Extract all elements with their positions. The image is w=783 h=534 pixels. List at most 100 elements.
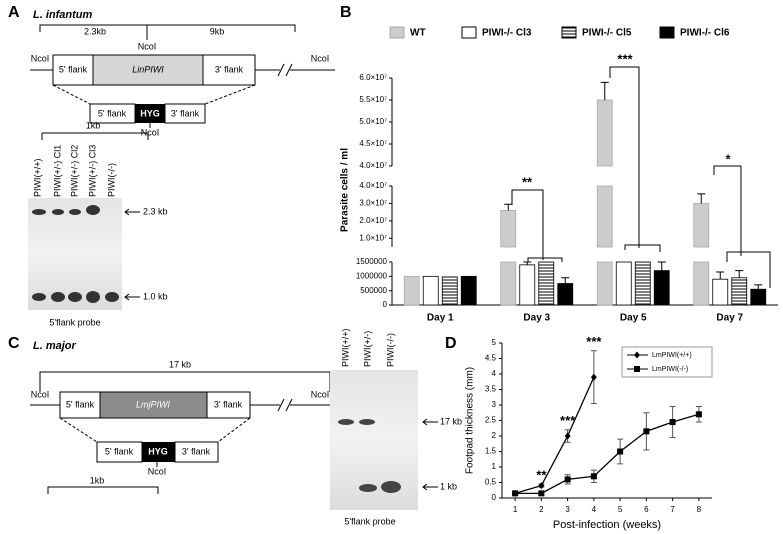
y-tick-label: 1500000	[356, 257, 388, 266]
significance: *	[725, 151, 731, 166]
flank-box	[206, 391, 251, 419]
lane-label: PIWI(+/-) Cl3	[87, 145, 97, 197]
x-axis-title: Post-infection (weeks)	[553, 519, 661, 531]
y-tick-label: 2	[492, 431, 497, 440]
site-label: NcoI	[311, 53, 330, 63]
legend-label: PIWI-/- Cl6	[680, 28, 730, 39]
bar	[693, 261, 710, 306]
marker	[512, 490, 519, 497]
bar	[615, 261, 632, 306]
flank-box	[164, 103, 206, 124]
y-tick-label: 5.5×10⁷	[359, 95, 387, 104]
size-label: 17 kb	[169, 359, 191, 369]
x-tick-label: 6	[644, 505, 649, 514]
error-bar	[754, 284, 763, 290]
y-tick-label: 4.5	[485, 354, 497, 363]
series-line	[514, 376, 595, 494]
lane-label: PIWI(+/-) Cl1	[52, 145, 62, 197]
marker	[634, 351, 640, 359]
x-tick-label: 1	[513, 505, 518, 514]
significance: **	[522, 174, 533, 189]
bands	[338, 419, 401, 493]
bar	[460, 275, 477, 306]
site-label: NcoI	[138, 41, 157, 51]
sig-bracket	[609, 66, 661, 252]
bar	[731, 277, 748, 306]
site-label: NcoI	[311, 389, 330, 399]
x-tick-label: 8	[697, 505, 702, 514]
error-bar	[657, 261, 666, 271]
legend-swatch	[389, 26, 405, 39]
y-tick-label: 2.0×10⁷	[359, 216, 387, 225]
y-tick-label: 1	[492, 462, 497, 471]
gene-box	[92, 54, 204, 86]
site-label: NcoI	[141, 127, 160, 137]
y-tick-label: 1000000	[356, 271, 388, 280]
error-bar	[716, 271, 725, 280]
significance: ***	[560, 413, 576, 428]
significance: **	[536, 467, 547, 482]
size-label: 9kb	[210, 26, 225, 36]
blot	[28, 198, 122, 310]
band-label: 17 kb	[440, 416, 462, 426]
marker	[538, 490, 545, 497]
panel-a: A L. infantum 2.3kb 9kb NcoI NcoI NcoI 5…	[8, 4, 335, 327]
legend-label: PIWI-/- Cl5	[582, 28, 632, 39]
lane-label: PIWI(-/-)	[106, 163, 116, 197]
error-bar	[561, 277, 570, 284]
flank-box	[174, 441, 219, 463]
dashed-line	[59, 417, 251, 443]
legend-swatch	[561, 26, 577, 39]
significance: ***	[617, 51, 633, 66]
marker	[538, 482, 545, 490]
error-bar	[697, 193, 706, 204]
legend-label: LmPIWI(+/+)	[652, 352, 692, 359]
panel-letter: B	[340, 4, 352, 21]
y-tick-label: 4	[492, 369, 497, 378]
x-tick-label: Day 7	[716, 313, 743, 324]
bar	[634, 261, 651, 306]
chart-b: B Parasite cells / ml 0 500000 1000000 150000…	[340, 4, 778, 324]
bands	[32, 205, 119, 303]
legend-label: PIWI-/- Cl3	[482, 28, 532, 39]
y-tick-label: 4.0×10⁷	[359, 161, 387, 170]
y-tick-label: 3.0×10⁷	[359, 199, 387, 208]
hyg-box	[135, 104, 165, 123]
marker	[695, 411, 702, 418]
flank-box	[202, 54, 256, 86]
error-bar	[735, 270, 744, 278]
bar	[596, 185, 613, 248]
y-axis-title: Footpad thickness (mm)	[465, 367, 476, 474]
y-tick-label: 3	[492, 400, 497, 409]
bar	[712, 278, 729, 306]
sig-bracket	[511, 189, 563, 262]
marker	[643, 428, 650, 435]
legend-label: LmPIWI(-/-)	[652, 366, 688, 373]
hyg-box	[142, 442, 175, 462]
series-line	[515, 413, 700, 494]
site-label: NcoI	[31, 389, 50, 399]
y-tick-label: 5	[492, 338, 497, 347]
x-tick-label: 3	[565, 505, 570, 514]
x-tick-label: 2	[539, 505, 544, 514]
bar	[538, 261, 555, 306]
bar	[557, 283, 574, 306]
lane-label: PIWI(+/-)	[362, 331, 372, 367]
box-label: 5' flank	[66, 399, 95, 409]
box-label: LinPIWI	[132, 64, 164, 74]
bar	[403, 275, 420, 306]
bar	[500, 209, 517, 248]
panel-letter: D	[445, 335, 457, 352]
bar	[519, 264, 536, 306]
marker	[634, 366, 640, 372]
bracket	[41, 132, 149, 140]
box-label: 3' flank	[182, 446, 211, 456]
error-bar	[523, 261, 532, 265]
error-bar	[504, 203, 513, 211]
y-tick-label: 5.0×10⁷	[359, 117, 387, 126]
bar	[750, 288, 767, 306]
x-tick-label: Day 5	[620, 313, 647, 324]
box-label: 3' flank	[214, 399, 243, 409]
marker	[669, 419, 676, 426]
y-tick-label: 3.5	[485, 385, 497, 394]
